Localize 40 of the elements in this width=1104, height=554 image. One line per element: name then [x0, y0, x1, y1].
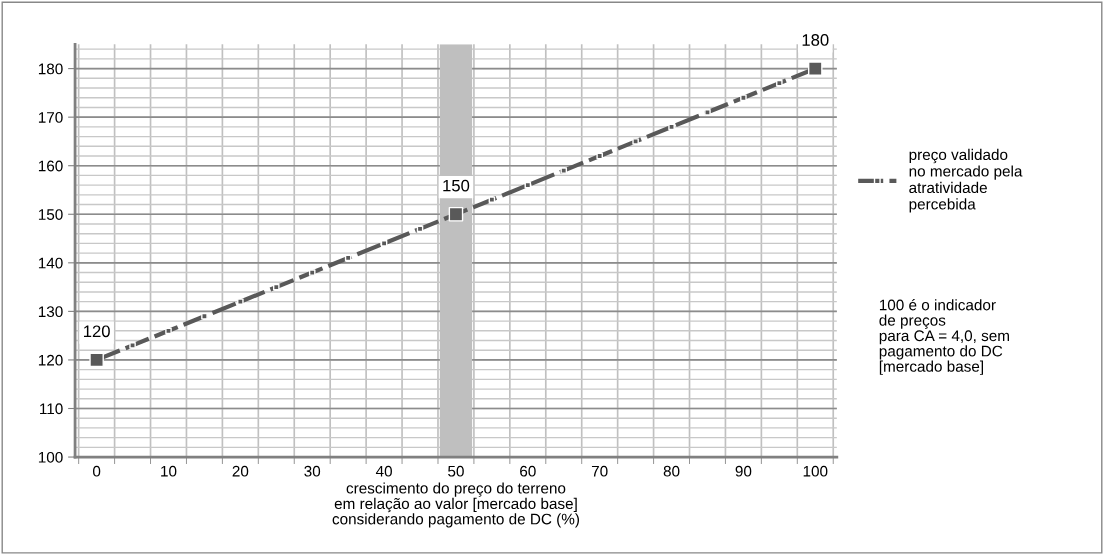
point: [632, 138, 639, 145]
y-tick-label: 110: [40, 403, 63, 415]
x-tick-label: 0: [92, 465, 101, 477]
y-tick-label: 150: [38, 209, 63, 220]
x-tick-label: 50: [448, 465, 464, 477]
x-tick-label: 20: [232, 465, 249, 477]
point: [380, 240, 388, 247]
x-tick-label: 10: [161, 465, 177, 477]
point: [776, 79, 783, 87]
point: [201, 312, 208, 320]
x-tick-label: 60: [520, 465, 536, 477]
y-tick-label: 180: [38, 63, 63, 75]
data-label: 180: [802, 34, 829, 46]
x-tick-label: 30: [304, 465, 321, 477]
point: [740, 94, 747, 102]
point: [165, 327, 172, 335]
point: [308, 269, 316, 276]
y-tick-label: 160: [38, 160, 63, 172]
point: [237, 298, 244, 305]
x-tick-label: 80: [663, 465, 680, 477]
point: [704, 109, 711, 116]
point: [488, 196, 496, 203]
point: [272, 283, 280, 291]
x-axis-title: crescimento do preço do terreno em relação ao valor [mercado base] considerando pagamento de DC (%): [332, 482, 579, 528]
x-tick-label: 100: [803, 465, 828, 477]
y-tick-label: 120: [38, 354, 63, 366]
text: 100 é o indicador de preços para CA = 4,0, sem pagamento do DC [mercado base]: [879, 298, 1009, 375]
y-tick-label: 100: [38, 451, 63, 463]
y-tick-label: 140: [38, 257, 63, 269]
data-label: 150: [443, 179, 470, 192]
x-tick-label: 90: [735, 465, 752, 477]
x-tick-label: 70: [591, 465, 608, 477]
legend-label: preço validado no mercado pela atratividade percebida: [909, 148, 1023, 213]
data-label: 120: [84, 325, 110, 338]
point: [596, 152, 603, 160]
point: [129, 342, 136, 349]
x-tick-label: 40: [375, 465, 392, 477]
y-tick-label: 170: [38, 112, 63, 123]
point: [560, 167, 568, 174]
y-tick-label: 130: [38, 306, 63, 318]
